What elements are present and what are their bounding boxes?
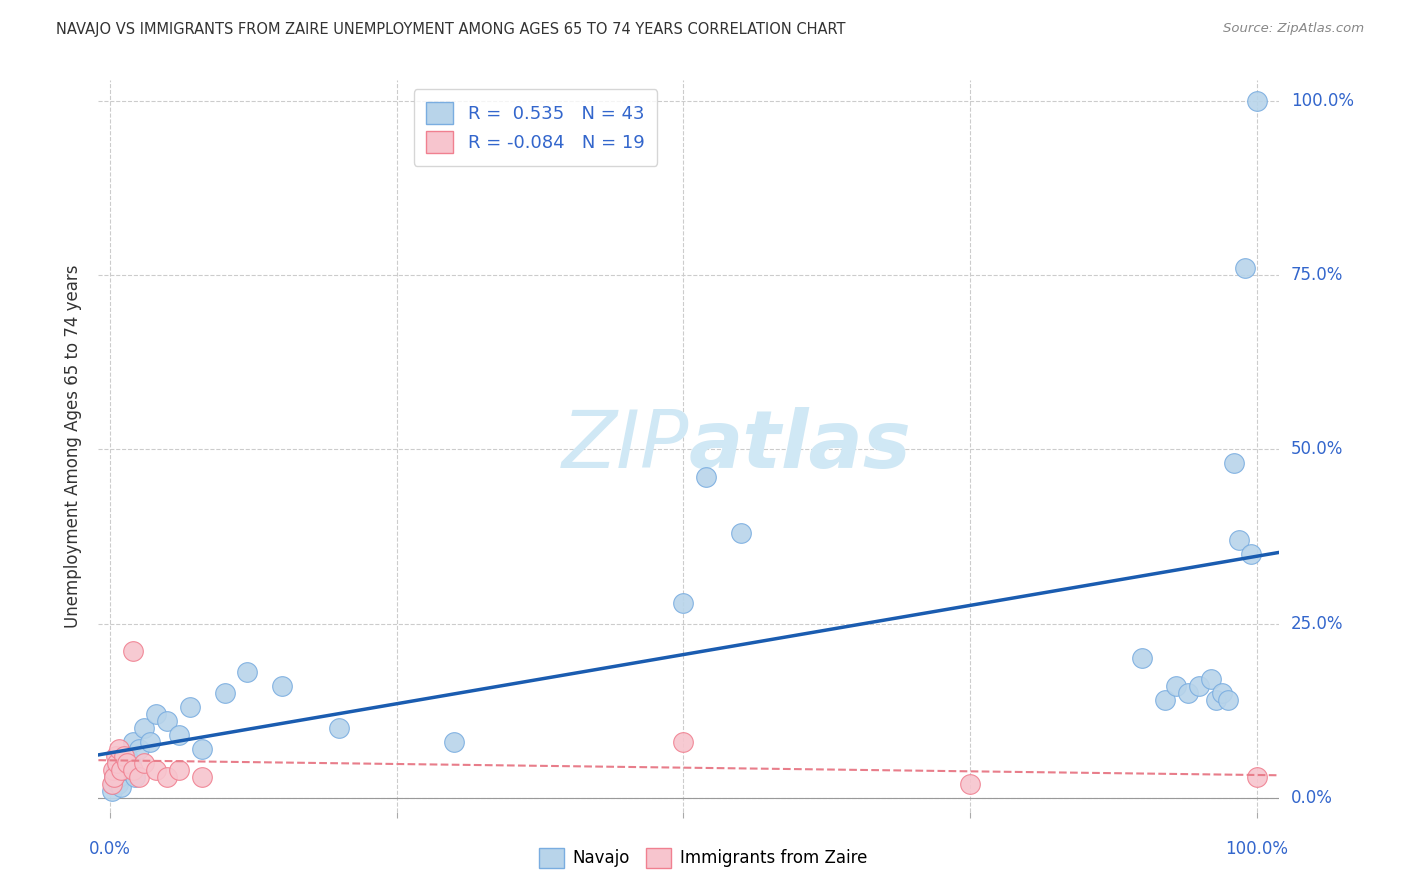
Point [1211, 686, 1233, 700]
Point [1222, 457, 1244, 471]
Legend: R =  0.535   N = 43, R = -0.084   N = 19: R = 0.535 N = 43, R = -0.084 N = 19 [413, 89, 657, 166]
Point [120, 756, 142, 770]
Point [121, 735, 143, 749]
Point [190, 770, 212, 784]
Point [112, 749, 135, 764]
Point [101, 777, 124, 791]
Point [134, 756, 156, 770]
Point [115, 756, 138, 770]
Point [695, 470, 717, 484]
Point [108, 742, 131, 756]
Point [1216, 693, 1239, 707]
Text: 50.0%: 50.0% [1291, 441, 1343, 458]
Point [1166, 679, 1188, 693]
Point [1130, 651, 1153, 665]
Point [1227, 533, 1250, 547]
Text: ZIP: ZIP [561, 407, 689, 485]
Point [128, 742, 150, 756]
Point [156, 770, 179, 784]
Point [1199, 673, 1222, 687]
Point [145, 763, 167, 777]
Point [190, 742, 212, 756]
Text: 100.0%: 100.0% [1291, 92, 1354, 111]
Point [156, 714, 179, 728]
Point [1246, 94, 1268, 108]
Point [124, 770, 146, 784]
Point [1240, 547, 1263, 561]
Point [107, 777, 129, 791]
Point [236, 665, 259, 680]
Point [121, 763, 143, 777]
Point [101, 784, 124, 798]
Point [1205, 693, 1227, 707]
Point [104, 749, 127, 764]
Point [328, 721, 350, 735]
Point [959, 777, 981, 791]
Text: 25.0%: 25.0% [1291, 615, 1343, 632]
Point [121, 644, 143, 658]
Y-axis label: Unemployment Among Ages 65 to 74 years: Unemployment Among Ages 65 to 74 years [65, 264, 83, 628]
Point [179, 700, 201, 714]
Point [105, 756, 128, 770]
Point [1177, 686, 1199, 700]
Text: Source: ZipAtlas.com: Source: ZipAtlas.com [1223, 22, 1364, 36]
Point [105, 756, 128, 770]
Text: NAVAJO VS IMMIGRANTS FROM ZAIRE UNEMPLOYMENT AMONG AGES 65 TO 74 YEARS CORRELATI: NAVAJO VS IMMIGRANTS FROM ZAIRE UNEMPLOY… [56, 22, 846, 37]
Point [214, 686, 236, 700]
Point [270, 679, 292, 693]
Point [167, 728, 190, 742]
Point [110, 780, 132, 795]
Point [672, 735, 695, 749]
Text: 100.0%: 100.0% [1225, 839, 1288, 857]
Point [103, 770, 125, 784]
Point [1153, 693, 1175, 707]
Point [103, 763, 125, 777]
Point [672, 596, 695, 610]
Point [134, 721, 156, 735]
Point [115, 749, 138, 764]
Point [112, 763, 135, 777]
Legend: Navajo, Immigrants from Zaire: Navajo, Immigrants from Zaire [533, 841, 873, 875]
Point [128, 770, 150, 784]
Text: 0.0%: 0.0% [1291, 789, 1333, 806]
Point [167, 763, 190, 777]
Point [108, 770, 131, 784]
Text: atlas: atlas [689, 407, 911, 485]
Text: 75.0%: 75.0% [1291, 267, 1343, 285]
Point [145, 707, 167, 722]
Point [139, 735, 162, 749]
Point [443, 735, 465, 749]
Point [103, 777, 125, 791]
Point [110, 763, 132, 777]
Text: 0.0%: 0.0% [89, 839, 131, 857]
Point [1246, 770, 1268, 784]
Point [1188, 679, 1211, 693]
Point [730, 526, 752, 541]
Point [1234, 261, 1257, 276]
Point [104, 763, 127, 777]
Point [103, 770, 125, 784]
